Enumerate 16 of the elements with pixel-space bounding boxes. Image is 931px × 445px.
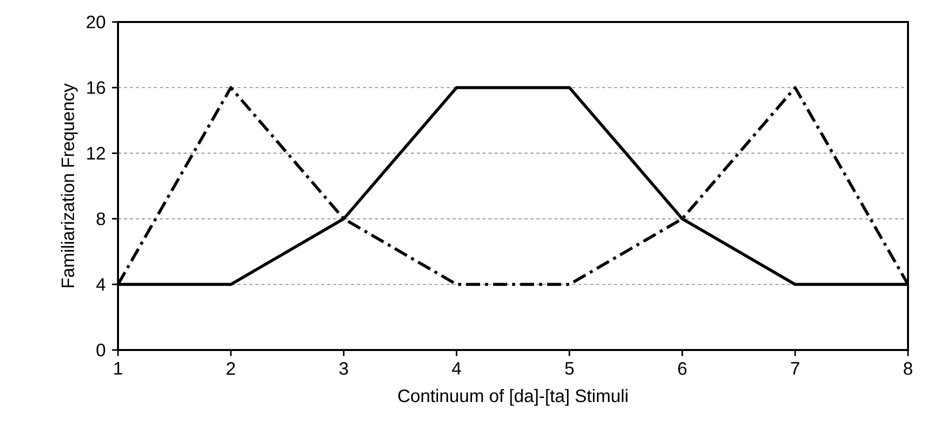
x-tick-label: 3 — [339, 362, 348, 375]
x-tick-label: 1 — [114, 362, 122, 375]
x-tick-label: 7 — [791, 362, 800, 375]
y-tick-label: 4 — [96, 278, 106, 291]
x-tick-label: 8 — [904, 362, 912, 375]
x-tick-label: 2 — [226, 362, 235, 375]
x-tick-label: 5 — [565, 362, 574, 375]
x-tick-label: 4 — [452, 362, 462, 375]
y-tick-label: 8 — [96, 212, 106, 226]
y-tick-label: 12 — [87, 146, 105, 160]
y-axis-title: Familiarization Frequency — [61, 83, 78, 288]
y-tick-label: 20 — [86, 16, 106, 28]
x-axis-title: Continuum of [da]-[ta] Stimuli — [398, 389, 628, 406]
y-tick-label: 16 — [87, 81, 106, 94]
x-tick-label: 6 — [678, 362, 686, 375]
y-tick-label: 0 — [96, 344, 106, 356]
